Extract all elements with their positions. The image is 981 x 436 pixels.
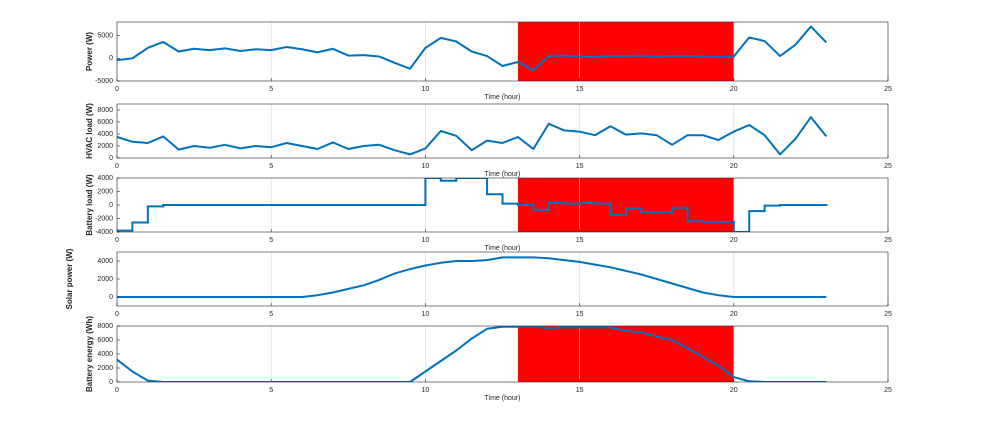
- x-tick-label: 15: [576, 86, 584, 93]
- data-line: [117, 25, 828, 72]
- y-tick-label: 6000: [97, 119, 113, 126]
- x-tick-label: 0: [115, 311, 119, 318]
- y-tick-label: 0: [109, 155, 113, 162]
- x-tick-label: 25: [884, 86, 892, 93]
- x-axis-label: Time (hour): [485, 245, 521, 252]
- x-tick-label: 20: [730, 237, 738, 244]
- y-tick-label: 2000: [97, 188, 113, 195]
- x-tick-label: 5: [269, 387, 273, 394]
- x-axis-label: Time (hour): [485, 395, 521, 402]
- y-tick-label: -4000: [95, 229, 113, 236]
- plot-area: [117, 326, 888, 382]
- x-tick-label: 0: [115, 237, 119, 244]
- y-tick-label: 2000: [97, 276, 113, 283]
- axes-box: [116, 103, 889, 159]
- y-axis-label: Battery load (W): [85, 174, 94, 236]
- y-tick-label: 0: [109, 294, 113, 301]
- y-tick-label: 4000: [97, 351, 113, 358]
- x-tick-label: 20: [730, 311, 738, 318]
- y-axis-label: Solar power (W): [65, 248, 74, 309]
- x-tick-label: 20: [730, 86, 738, 93]
- y-tick-label: 0: [109, 202, 113, 209]
- y-axis-label: Battery energy (Wh): [85, 316, 94, 392]
- shaded-region: [517, 22, 734, 81]
- y-tick-label: 6000: [97, 337, 113, 344]
- x-tick-label: 10: [422, 163, 430, 170]
- plot-area: [117, 22, 888, 81]
- y-tick-label: 4000: [97, 258, 113, 265]
- data-line: [117, 116, 828, 156]
- y-tick-label: -2000: [95, 215, 113, 222]
- y-tick-label: 8000: [97, 107, 113, 114]
- x-tick-label: 5: [269, 163, 273, 170]
- x-tick-label: 0: [115, 387, 119, 394]
- y-tick-label: 2000: [97, 143, 113, 150]
- y-tick-label: 8000: [97, 323, 113, 330]
- y-tick-label: 0: [109, 55, 113, 62]
- x-tick-label: 20: [730, 163, 738, 170]
- y-tick-label: 0: [109, 379, 113, 386]
- x-tick-label: 20: [730, 387, 738, 394]
- x-tick-label: 15: [576, 237, 584, 244]
- plot-area: [117, 104, 888, 158]
- y-tick-label: 5000: [97, 32, 113, 39]
- x-tick-label: 5: [269, 311, 273, 318]
- x-tick-label: 10: [422, 387, 430, 394]
- y-axis-label: HVAC load (W): [85, 103, 94, 159]
- x-tick-label: 10: [422, 86, 430, 93]
- axes-box: [116, 21, 889, 82]
- x-tick-label: 25: [884, 387, 892, 394]
- x-tick-label: 10: [422, 237, 430, 244]
- shaded-region: [517, 178, 734, 232]
- x-tick-label: 10: [422, 311, 430, 318]
- shaded-region: [517, 326, 734, 382]
- axes-box: [116, 251, 889, 307]
- y-tick-label: 4000: [97, 131, 113, 138]
- y-tick-label: -5000: [95, 78, 113, 85]
- y-axis-label: Power (W): [85, 32, 94, 71]
- x-tick-label: 0: [115, 86, 119, 93]
- x-tick-label: 15: [576, 387, 584, 394]
- axes-box: [116, 325, 889, 383]
- y-tick-label: 4000: [97, 175, 113, 182]
- x-tick-label: 25: [884, 311, 892, 318]
- x-tick-label: 25: [884, 237, 892, 244]
- x-axis-label: Time (hour): [485, 171, 521, 178]
- x-tick-label: 15: [576, 163, 584, 170]
- data-line: [117, 256, 827, 298]
- axes-box: [116, 177, 889, 233]
- data-line: [117, 326, 827, 382]
- x-tick-label: 5: [269, 237, 273, 244]
- x-tick-label: 25: [884, 163, 892, 170]
- y-tick-label: 2000: [97, 365, 113, 372]
- x-tick-label: 0: [115, 163, 119, 170]
- x-tick-label: 5: [269, 86, 273, 93]
- x-axis-label: Time (hour): [485, 94, 521, 101]
- x-tick-label: 15: [576, 311, 584, 318]
